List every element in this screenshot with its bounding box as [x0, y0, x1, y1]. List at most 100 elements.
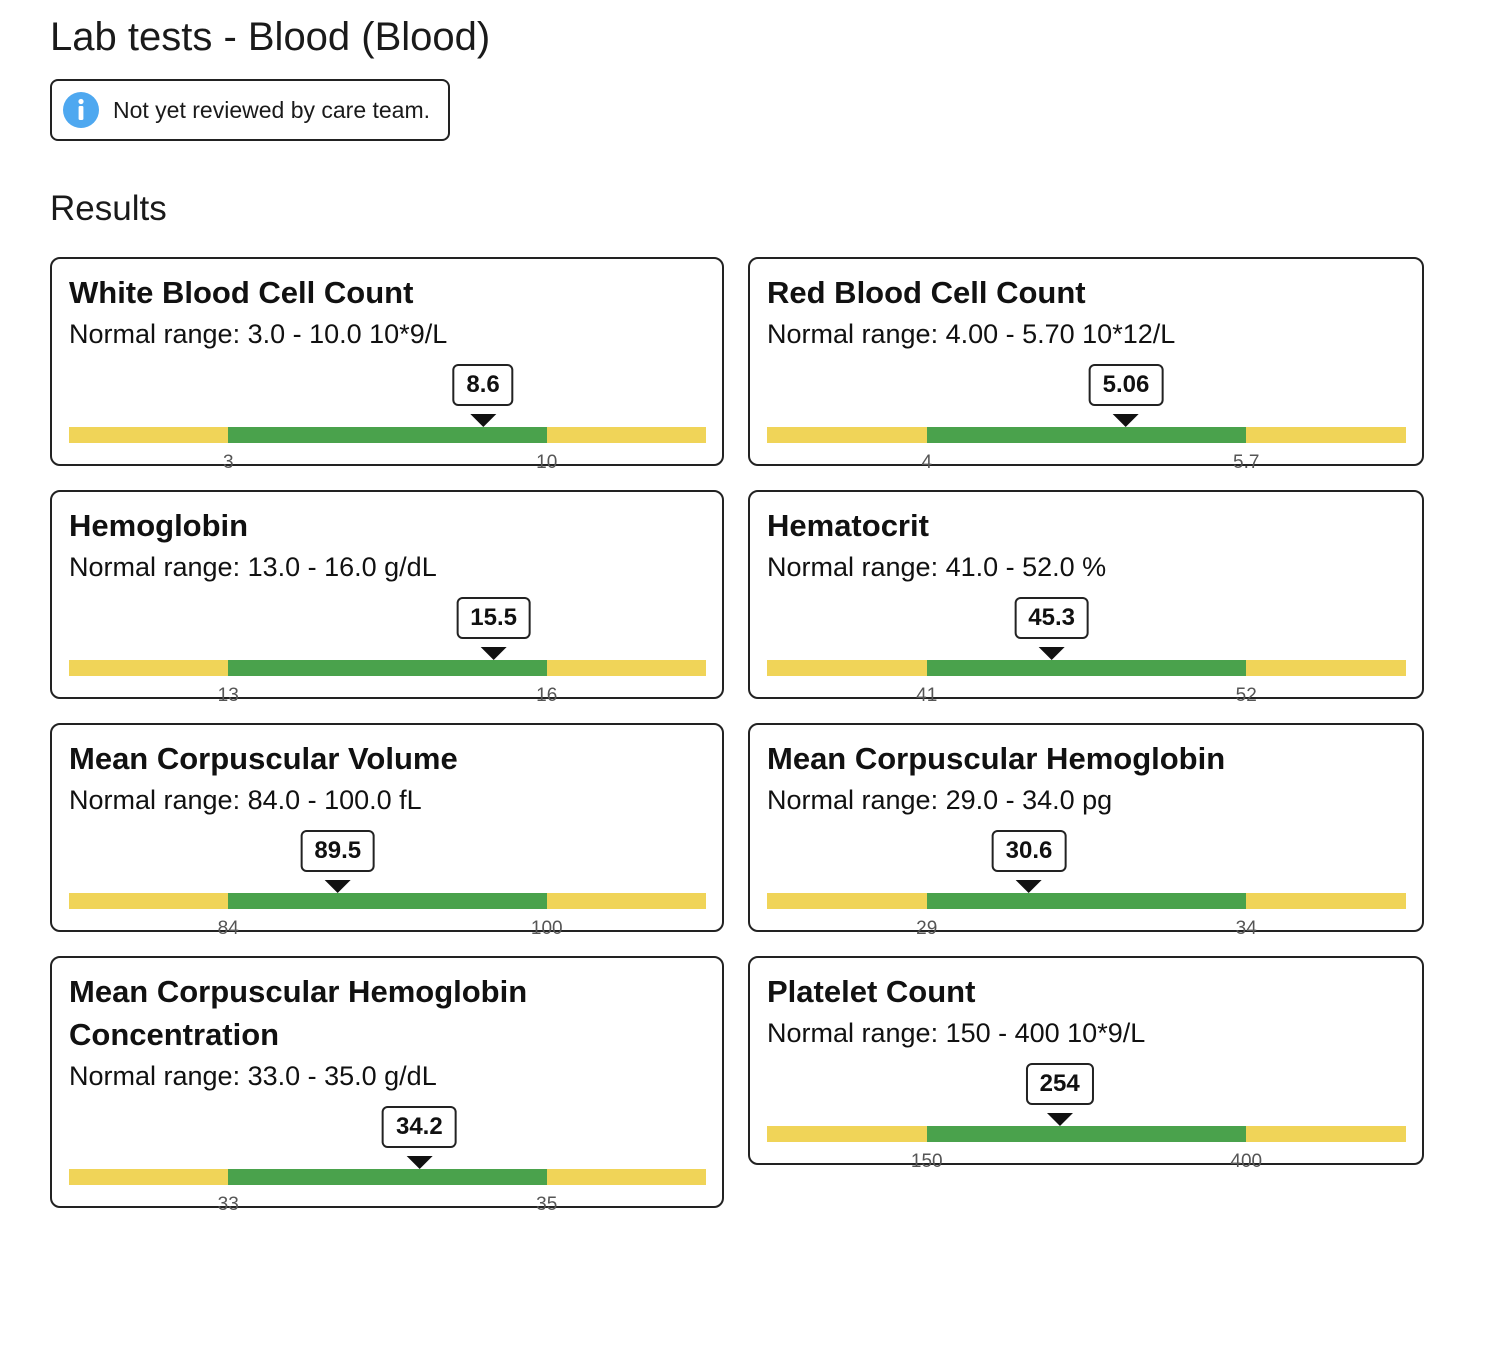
range-bar-low-segment: [767, 893, 927, 909]
result-card-mean-corpuscular-hemoglobin[interactable]: Mean Corpuscular Hemoglobin Normal range…: [748, 723, 1424, 939]
range-bar-low-segment: [767, 427, 927, 443]
result-name: Hematocrit: [767, 508, 929, 543]
marker-arrow-icon: [1112, 414, 1139, 427]
result-gauge: 254 150 400: [767, 1053, 1406, 1172]
marker-arrow-icon: [480, 647, 507, 660]
result-card-mean-corpuscular-hemoglobin-concentration[interactable]: Mean Corpuscular Hemoglobin Concentratio…: [50, 956, 724, 1215]
marker-arrow-icon: [324, 880, 351, 893]
result-normal-range: Normal range: 84.0 - 100.0 fL: [69, 785, 422, 815]
marker-arrow-icon: [1046, 1113, 1073, 1126]
range-bar-normal-segment: [926, 893, 1247, 909]
range-bar-normal-segment: [228, 1169, 547, 1185]
result-gauge: 8.6 3 10: [69, 354, 706, 473]
result-name: Red Blood Cell Count: [767, 275, 1086, 310]
result-card-white-blood-cell-count[interactable]: White Blood Cell Count Normal range: 3.0…: [50, 257, 724, 473]
range-bar-normal-segment: [228, 893, 547, 909]
range-bar-normal-segment: [228, 427, 547, 443]
result-gauge: 30.6 29 34: [767, 820, 1406, 939]
result-card-hemoglobin[interactable]: Hemoglobin Normal range: 13.0 - 16.0 g/d…: [50, 490, 724, 706]
marker-arrow-icon: [406, 1156, 433, 1169]
result-card-mean-corpuscular-volume[interactable]: Mean Corpuscular Volume Normal range: 84…: [50, 723, 724, 939]
result-card-hematocrit[interactable]: Hematocrit Normal range: 41.0 - 52.0 % 4…: [748, 490, 1424, 706]
range-low-tick: 3: [222, 452, 234, 473]
result-value-marker: 8.6: [452, 364, 514, 427]
result-name: Mean Corpuscular Hemoglobin Concentratio…: [69, 974, 528, 1052]
range-bar-high-segment: [1246, 427, 1406, 443]
marker-arrow-icon: [470, 414, 497, 427]
range-bar-high-segment: [546, 427, 706, 443]
range-bar-normal-segment: [228, 660, 547, 676]
results-grid: White Blood Cell Count Normal range: 3.0…: [50, 257, 1440, 1215]
review-status-text: Not yet reviewed by care team.: [113, 96, 431, 123]
range-bar: [69, 893, 706, 909]
result-name: White Blood Cell Count: [69, 275, 414, 310]
result-value: 45.3: [1014, 597, 1089, 639]
info-icon: [63, 92, 99, 128]
result-value-marker: 89.5: [300, 830, 376, 893]
range-high-tick: 34: [1235, 918, 1257, 939]
result-gauge: 5.06 4 5.7: [767, 354, 1406, 473]
range-high-tick: 16: [536, 685, 558, 706]
result-name: Mean Corpuscular Volume: [69, 741, 458, 776]
result-value: 8.6: [452, 364, 514, 406]
result-value-marker: 45.3: [1014, 597, 1089, 660]
result-value-marker: 34.2: [381, 1106, 457, 1169]
result-normal-range: Normal range: 13.0 - 16.0 g/dL: [69, 552, 437, 582]
marker-arrow-icon: [1015, 880, 1042, 893]
range-low-tick: 4: [921, 452, 933, 473]
range-bar: [767, 893, 1406, 909]
lab-results-page: Lab tests - Blood (Blood) Not yet review…: [50, 15, 1440, 1215]
range-bar: [69, 660, 706, 676]
result-value: 34.2: [381, 1106, 457, 1148]
range-high-tick: 400: [1230, 1151, 1263, 1172]
result-name: Mean Corpuscular Hemoglobin: [767, 741, 1226, 776]
range-bar-high-segment: [546, 1169, 706, 1185]
result-card-platelet-count[interactable]: Platelet Count Normal range: 150 - 400 1…: [748, 956, 1424, 1172]
result-value-marker: 254: [1025, 1063, 1094, 1126]
range-bar-high-segment: [1246, 1126, 1406, 1142]
range-bar: [69, 427, 706, 443]
range-bar-low-segment: [69, 1169, 229, 1185]
range-low-tick: 84: [217, 918, 239, 939]
result-value-marker: 5.06: [1088, 364, 1164, 427]
results-column-left: White Blood Cell Count Normal range: 3.0…: [50, 257, 724, 1215]
result-normal-range: Normal range: 150 - 400 10*9/L: [767, 1018, 1146, 1048]
result-value: 15.5: [456, 597, 532, 639]
result-value: 89.5: [300, 830, 376, 872]
result-normal-range: Normal range: 33.0 - 35.0 g/dL: [69, 1061, 437, 1091]
range-bar-high-segment: [546, 893, 706, 909]
range-bar: [767, 660, 1406, 676]
range-high-tick: 52: [1235, 685, 1257, 706]
result-normal-range: Normal range: 41.0 - 52.0 %: [767, 552, 1107, 582]
results-column-right: Red Blood Cell Count Normal range: 4.00 …: [748, 257, 1424, 1208]
range-low-tick: 33: [217, 1194, 239, 1215]
result-gauge: 89.5 84 100: [69, 820, 706, 939]
range-bar-normal-segment: [926, 1126, 1247, 1142]
range-high-tick: 10: [536, 452, 558, 473]
result-normal-range: Normal range: 4.00 - 5.70 10*12/L: [767, 319, 1176, 349]
result-value-marker: 30.6: [991, 830, 1067, 893]
range-high-tick: 35: [536, 1194, 558, 1215]
range-low-tick: 41: [916, 685, 938, 706]
range-bar-low-segment: [767, 660, 927, 676]
result-card-red-blood-cell-count[interactable]: Red Blood Cell Count Normal range: 4.00 …: [748, 257, 1424, 473]
result-normal-range: Normal range: 3.0 - 10.0 10*9/L: [69, 319, 448, 349]
range-bar-low-segment: [69, 427, 229, 443]
result-name: Hemoglobin: [69, 508, 249, 543]
range-bar-low-segment: [767, 1126, 927, 1142]
review-status-notice: Not yet reviewed by care team.: [50, 79, 451, 141]
result-name: Platelet Count: [767, 974, 976, 1009]
page-title: Lab tests - Blood (Blood): [50, 15, 491, 59]
result-value: 30.6: [991, 830, 1067, 872]
result-gauge: 15.5 13 16: [69, 587, 706, 706]
results-heading: Results: [50, 189, 167, 228]
range-bar-normal-segment: [926, 427, 1247, 443]
range-low-tick: 150: [910, 1151, 943, 1172]
marker-arrow-icon: [1038, 647, 1065, 660]
result-normal-range: Normal range: 29.0 - 34.0 pg: [767, 785, 1113, 815]
range-bar-low-segment: [69, 893, 229, 909]
range-low-tick: 29: [916, 918, 938, 939]
range-high-tick: 5.7: [1233, 452, 1260, 473]
range-low-tick: 13: [217, 685, 239, 706]
range-bar-high-segment: [1246, 660, 1406, 676]
